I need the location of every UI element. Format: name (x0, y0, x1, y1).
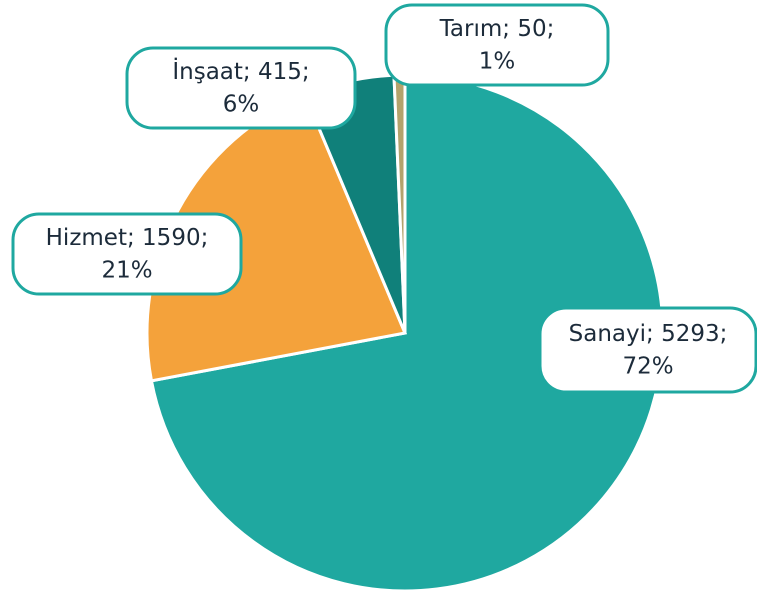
pie-slice (149, 73, 665, 593)
label-category: Sanayi (569, 321, 646, 347)
data-label: İnşaat; 415; 6% (125, 46, 357, 130)
label-percent: 21% (101, 258, 152, 284)
label-category: Hizmet (46, 225, 127, 251)
label-separator: ; (646, 321, 661, 347)
label-line: İnşaat; 415; (172, 57, 309, 85)
label-separator: ; (127, 225, 142, 251)
label-box (125, 46, 357, 130)
label-separator: ; (302, 59, 310, 85)
label-percent: 72% (622, 354, 673, 380)
label-line: Tarım; 50; (439, 16, 555, 42)
label-line: Hizmet; 1590; (46, 225, 209, 251)
label-separator: ; (243, 59, 258, 85)
data-label: Hizmet; 1590; 21% (11, 212, 243, 296)
label-percent: 6% (223, 92, 260, 118)
label-value: 50 (517, 16, 546, 42)
label-category: İnşaat (172, 57, 243, 85)
label-box (538, 306, 757, 394)
data-label: Sanayi; 5293; 72% (538, 306, 757, 394)
data-label: Tarım; 50; 1% (384, 3, 610, 87)
label-category: Tarım (439, 16, 503, 42)
label-separator: ; (547, 16, 555, 42)
label-separator: ; (201, 225, 209, 251)
label-value: 1590 (142, 225, 201, 251)
label-separator: ; (502, 16, 517, 42)
label-percent: 1% (479, 49, 516, 75)
label-line: Sanayi; 5293; (569, 321, 728, 347)
label-box (11, 212, 243, 296)
label-value: 5293 (661, 321, 720, 347)
label-value: 415 (258, 59, 302, 85)
label-separator: ; (720, 321, 728, 347)
label-box (384, 3, 610, 87)
